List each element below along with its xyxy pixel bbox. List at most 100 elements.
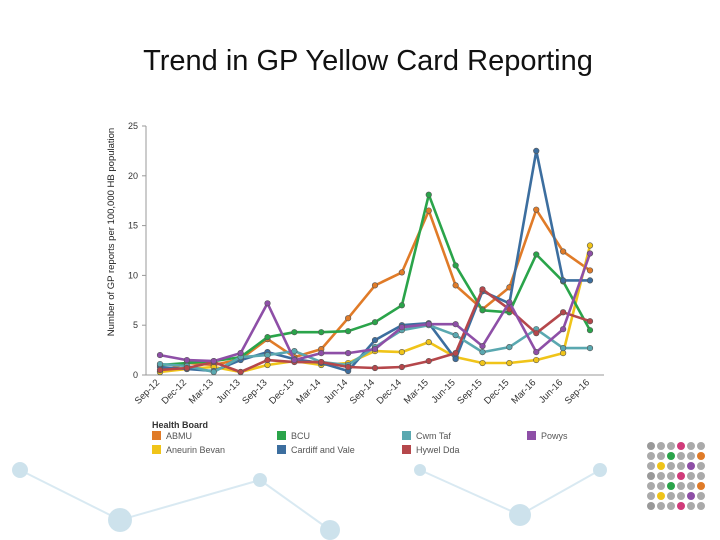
x-tick-label: Sep-16 [563, 377, 592, 406]
data-point [452, 355, 459, 363]
dot [667, 452, 675, 460]
legend-swatch [152, 431, 161, 440]
dot [667, 442, 675, 450]
x-tick-label: Mar-14 [294, 377, 323, 406]
legend-swatch [402, 431, 411, 440]
dot [647, 442, 655, 450]
data-point [586, 318, 594, 325]
legend-swatch [527, 431, 536, 440]
data-point [398, 324, 405, 331]
dot [687, 472, 695, 480]
data-point [560, 345, 567, 352]
x-tick-label: Sep-13 [240, 377, 269, 406]
legend-swatch [402, 445, 411, 454]
data-point [371, 337, 379, 344]
dot [677, 452, 685, 460]
dot [647, 502, 655, 510]
dot [697, 472, 705, 480]
data-point [506, 344, 513, 351]
legend-label: BCU [291, 431, 310, 441]
data-point [452, 349, 459, 357]
data-point [533, 330, 540, 337]
data-point [264, 300, 271, 307]
data-point [533, 251, 540, 258]
data-point [586, 250, 594, 257]
data-point [264, 356, 271, 364]
dot [667, 462, 675, 470]
x-tick-label: Jun-16 [537, 377, 565, 405]
dot [647, 492, 655, 500]
dot [657, 482, 665, 490]
x-tick-label: Dec-13 [267, 377, 296, 406]
data-point [586, 267, 594, 274]
x-tick-label: Sep-15 [455, 377, 484, 406]
y-tick-label: 0 [133, 370, 138, 380]
data-point [533, 206, 540, 213]
data-point [345, 315, 352, 322]
x-tick-label: Dec-12 [160, 377, 189, 406]
legend-swatch [277, 431, 286, 440]
dot [647, 462, 655, 470]
background-decoration [12, 462, 607, 540]
data-point [183, 364, 190, 372]
dot [697, 452, 705, 460]
data-point [452, 321, 459, 328]
x-tick-label: Jun-13 [214, 377, 242, 405]
data-point [318, 329, 325, 336]
dot [667, 492, 675, 500]
dot [697, 442, 705, 450]
dot [697, 502, 705, 510]
dot [697, 482, 705, 490]
data-point [479, 359, 486, 367]
dot [677, 462, 685, 470]
dot [687, 502, 695, 510]
dot [667, 482, 675, 490]
x-tick-label: Jun-14 [322, 377, 350, 405]
data-point [533, 147, 540, 154]
dot [657, 452, 665, 460]
data-point [156, 351, 164, 359]
dot [667, 502, 675, 510]
data-point [183, 356, 190, 364]
data-point [398, 302, 405, 309]
data-point [371, 319, 379, 326]
dot [687, 442, 695, 450]
x-tick-label: Mar-13 [187, 377, 216, 406]
data-point [425, 191, 432, 198]
dot [657, 502, 665, 510]
x-tick-label: Dec-15 [482, 377, 511, 406]
data-point [318, 349, 325, 357]
data-point [586, 345, 594, 352]
data-point [398, 363, 405, 371]
data-point [425, 321, 432, 328]
dot [647, 452, 655, 460]
x-tick-label: Dec-14 [375, 377, 404, 406]
x-tick-label: Sep-12 [133, 377, 162, 406]
data-point [398, 348, 405, 356]
dot [677, 472, 685, 480]
dot [657, 462, 665, 470]
dot [647, 472, 655, 480]
data-point [237, 349, 244, 357]
legend-label: Aneurin Bevan [166, 445, 225, 455]
dot [677, 492, 685, 500]
data-point [371, 364, 379, 372]
x-tick-label: Sep-14 [348, 377, 377, 406]
dot [657, 442, 665, 450]
data-point [452, 282, 459, 289]
legend-label: Powys [541, 431, 568, 441]
dot [657, 472, 665, 480]
data-point [345, 363, 352, 371]
dot [677, 502, 685, 510]
data-point [345, 328, 352, 335]
legend-swatch [277, 445, 286, 454]
y-tick-label: 10 [128, 270, 138, 280]
data-point [586, 277, 594, 284]
data-point [425, 207, 432, 214]
x-tick-label: Jun-15 [429, 377, 457, 405]
y-tick-label: 15 [128, 221, 138, 231]
data-point [425, 357, 432, 365]
dot [677, 482, 685, 490]
data-point [560, 309, 567, 316]
data-point [210, 368, 217, 376]
